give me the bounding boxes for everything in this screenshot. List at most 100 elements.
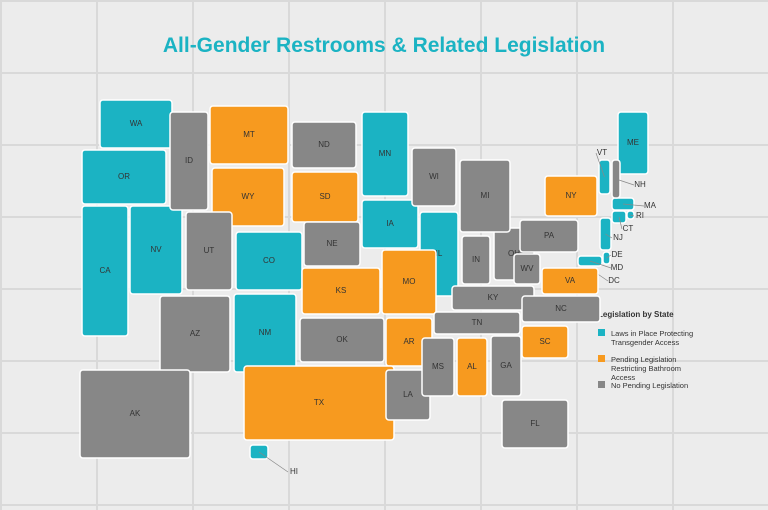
map-title: All-Gender Restrooms & Related Legislati… [163,34,605,57]
state-label: TN [472,318,483,327]
state-label: WY [242,192,256,201]
state-shape [519,219,579,253]
state-label: MT [243,130,255,139]
state-label: FL [530,419,540,428]
state-shape [490,335,522,397]
state-label: IA [386,219,394,228]
state-shape [299,317,385,363]
state-label: NY [565,191,577,200]
state-label: RI [636,211,644,220]
state-label: SC [539,337,550,346]
leader-line [622,203,645,207]
state-shape [513,253,541,285]
leader-line [630,214,635,217]
state-label: OH [508,249,520,258]
state-label: MA [644,201,657,210]
state-label: MD [611,263,624,272]
state-shape [235,231,303,291]
state-shape [169,111,209,211]
legend-swatch [598,329,605,336]
state-label: NJ [613,233,623,242]
state-label: LA [403,390,413,399]
state-label: NE [326,239,337,248]
state-label: VA [565,276,576,285]
state-shape [521,325,569,359]
state-label: NC [555,304,567,313]
state-label: TX [314,398,325,407]
state-shape [209,105,289,165]
state-shape [461,235,491,285]
legend-label-line: Pending Legislation [611,355,676,364]
state-label: ID [185,156,193,165]
state-label: KS [336,286,347,295]
state-label: WV [521,264,535,273]
state-shape [411,147,457,207]
state-shape [303,221,361,267]
state-shape [456,337,488,397]
state-shape [433,311,521,335]
state-shape [301,267,381,315]
state-shape [617,111,649,175]
state-label: CO [263,256,275,265]
state-label: VT [597,148,607,157]
state-label: NV [150,245,162,254]
state-label: AR [403,337,414,346]
state-label: AL [467,362,477,371]
state-shape [81,205,129,337]
legend-title: Legislation by State [598,310,674,319]
legend-swatch [598,355,605,362]
state-shape [361,111,409,197]
state-label: CT [623,224,634,233]
state-shape [185,211,233,291]
state-shape [421,337,455,397]
state-shape [361,199,419,249]
state-shape [81,149,167,205]
legend: Laws in Place Protecting Transgender Acce… [598,329,693,390]
leader-line [606,254,612,259]
state-label: WA [130,119,143,128]
state-shape [159,295,231,373]
state-label: IL [436,249,443,258]
state-label: AK [130,409,141,418]
state-shape [501,399,569,449]
state-label: OK [336,335,348,344]
state-label: MN [379,149,392,158]
state-shape [291,121,357,169]
state-label: CA [99,266,111,275]
state-shape [541,267,599,295]
leader-line [615,178,635,186]
state-shape [79,369,191,459]
leader-line [595,152,605,178]
state-label: DC [608,276,620,285]
legend-label-line: Transgender Access [611,338,679,347]
state-label: ND [318,140,330,149]
state-shape [459,159,511,233]
state-label: HI [290,467,298,476]
state-label: UT [204,246,215,255]
legend-label-line: No Pending Legislation [611,381,688,390]
state-label: PA [544,231,555,240]
state-shape [381,249,437,315]
legend-label-line: Access [611,373,635,382]
state-label: SD [319,192,330,201]
legend-label-line: Restricting Bathroom [611,364,681,373]
leader-line [589,260,612,269]
legend-label: No Pending Legislation [611,381,688,390]
legend-swatch [598,381,605,388]
state-shape [521,295,601,323]
state-label: MO [403,277,416,286]
legend-label-line: Laws in Place Protecting [611,329,693,338]
state-label: MI [481,191,490,200]
state-label: WI [429,172,439,181]
leader-line [605,233,613,239]
state-label: NM [259,328,272,337]
legend-label: Pending Legislation Restricting Bathroom A… [611,355,681,382]
state-label: NH [634,180,646,189]
state-label: KY [488,293,499,302]
state-shape [544,175,598,217]
state-label: OR [118,172,130,181]
leader-line [618,216,623,230]
